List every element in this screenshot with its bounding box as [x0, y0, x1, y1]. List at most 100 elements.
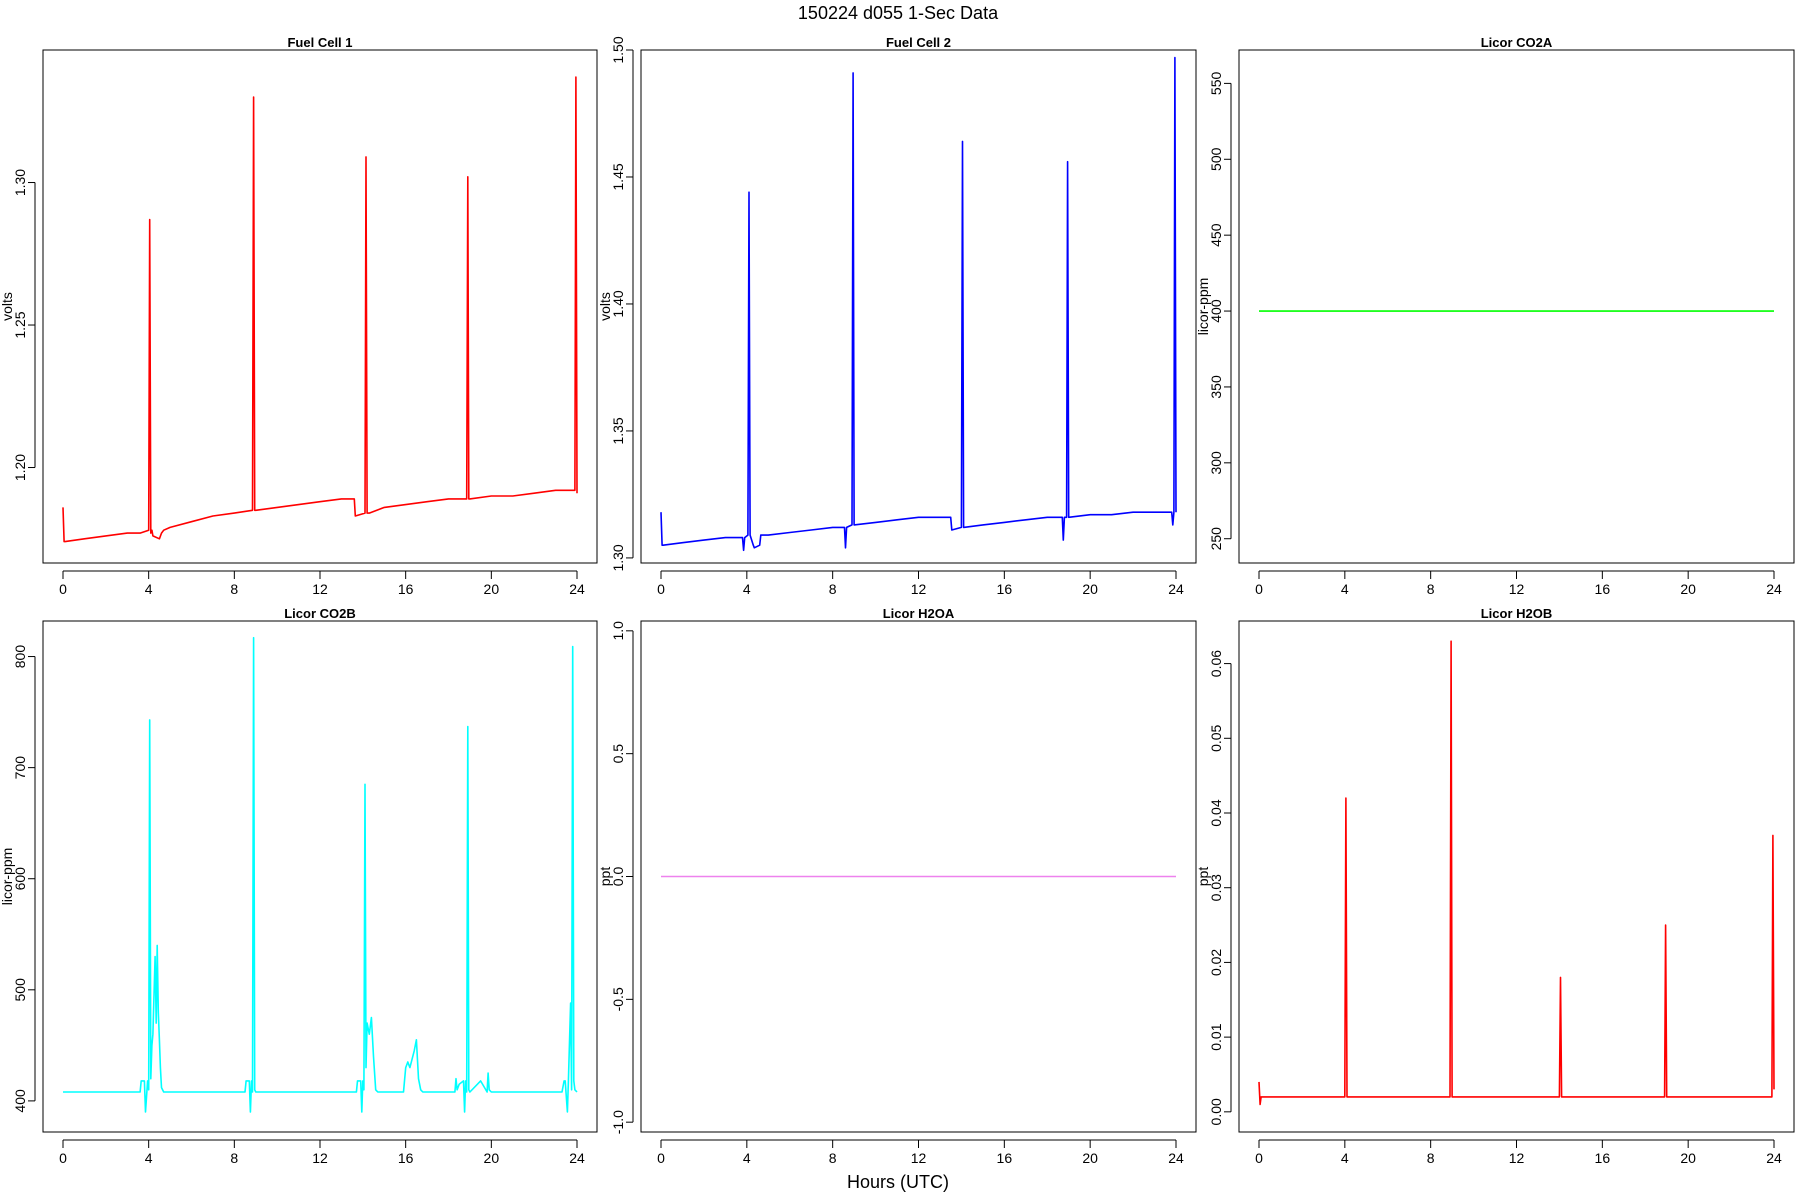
- chart6-y-tick-label: 0.02: [1208, 949, 1224, 976]
- chart6-x-tick-label: 4: [1341, 1150, 1349, 1166]
- chart6-x-tick-label: 24: [1766, 1150, 1782, 1166]
- chart6-x-tick-label: 16: [1595, 1150, 1611, 1166]
- chart4-y-tick-label: 700: [12, 756, 28, 780]
- chart5-x-tick-label: 16: [997, 1150, 1013, 1166]
- chart2-y-tick-label: 1.50: [610, 36, 626, 63]
- chart4-y-tick-label: 800: [12, 645, 28, 669]
- chart5-x-tick-label: 12: [911, 1150, 927, 1166]
- chart4-x-tick-label: 8: [230, 1150, 238, 1166]
- chart6-title: Licor H2OB: [1481, 606, 1553, 621]
- chart5-x-tick-label: 20: [1082, 1150, 1098, 1166]
- chart6-frame: [1238, 620, 1795, 1133]
- chart3-y-tick-label: 550: [1208, 71, 1224, 95]
- chart5-panel: Licor H2OA 0 4 8 12 16 20 24 -1.0 -0.5 0.0 0.5 1.0 pp…: [597, 606, 1197, 1166]
- chart1-x-tick-label: 8: [230, 581, 238, 597]
- chart4-x-tick-label: 12: [312, 1150, 328, 1166]
- chart6-y-tick-label: 0.06: [1208, 650, 1224, 677]
- chart2-series-line: [660, 56, 1177, 552]
- chart2-x-tick-label: 16: [997, 581, 1013, 597]
- chart2-x-tick-label: 12: [911, 581, 927, 597]
- chart2-y-tick-label: 1.45: [610, 163, 626, 190]
- figure-title: 150224 d055 1-Sec Data: [798, 3, 999, 23]
- chart4-panel: Licor CO2B 0 4 8 12 16 20 24 400 500 600 700 800 lico…: [0, 606, 598, 1166]
- chart4-frame: [42, 620, 598, 1133]
- chart5-frame: [640, 620, 1197, 1133]
- chart2-panel: Fuel Cell 2 0 4 8 12 16 20 24 1.30 1.35 1.40 1.45 1.…: [597, 35, 1197, 597]
- chart3-y-tick-label: 300: [1208, 451, 1224, 475]
- chart1-y-axis-label: volts: [0, 292, 15, 321]
- chart4-y-tick-label: 400: [12, 1089, 28, 1113]
- chart1-x-tick-label: 0: [59, 581, 67, 597]
- chart4-y-axis-label: licor-ppm: [0, 848, 15, 906]
- chart2-y-axis-label: volts: [597, 292, 613, 321]
- chart3-x-tick-label: 4: [1341, 581, 1349, 597]
- chart5-x-tick-label: 0: [657, 1150, 665, 1166]
- chart6-x-tick-label: 8: [1427, 1150, 1435, 1166]
- chart3-x-tick-label: 12: [1509, 581, 1525, 597]
- chart6-y-tick-label: 0.03: [1208, 874, 1224, 901]
- chart6-x-tick-label: 12: [1509, 1150, 1525, 1166]
- chart6-x-tick-label: 20: [1680, 1150, 1696, 1166]
- chart3-y-axis-label: licor-ppm: [1195, 278, 1211, 336]
- chart1-x-tick-label: 24: [569, 581, 585, 597]
- figure-x-axis-label: Hours (UTC): [847, 1172, 949, 1192]
- chart4-x-tick-label: 4: [145, 1150, 153, 1166]
- chart1-frame: [42, 49, 598, 564]
- chart4-y-tick-label: 600: [12, 867, 28, 891]
- chart6-y-axis-label: ppt: [1195, 867, 1211, 887]
- chart2-y-tick-label: 1.40: [610, 290, 626, 317]
- chart6-series-line: [1258, 640, 1775, 1106]
- chart4-x-tick-label: 20: [484, 1150, 500, 1166]
- chart5-x-tick-label: 24: [1168, 1150, 1184, 1166]
- chart1-y-tick-label: 1.30: [12, 169, 28, 196]
- chart3-x-tick-label: 16: [1595, 581, 1611, 597]
- chart1-x-tick-label: 16: [398, 581, 414, 597]
- chart3-title: Licor CO2A: [1481, 35, 1553, 50]
- chart4-x-tick-label: 0: [59, 1150, 67, 1166]
- chart5-y-tick-label: 1.0: [610, 621, 626, 641]
- chart2-y-tick-label: 1.30: [610, 544, 626, 571]
- chart5-y-tick-label: -0.5: [610, 987, 626, 1011]
- chart1-title: Fuel Cell 1: [287, 35, 352, 50]
- chart4-y-tick-label: 500: [12, 978, 28, 1002]
- chart2-y-tick-label: 1.35: [610, 417, 626, 444]
- chart2-x-tick-label: 24: [1168, 581, 1184, 597]
- chart4-x-tick-label: 16: [398, 1150, 414, 1166]
- chart3-x-tick-label: 8: [1427, 581, 1435, 597]
- chart6-y-tick-label: 0.01: [1208, 1023, 1224, 1050]
- chart1-x-tick-label: 20: [484, 581, 500, 597]
- chart5-y-tick-label: 0.5: [610, 744, 626, 764]
- chart2-x-tick-label: 8: [829, 581, 837, 597]
- chart3-x-tick-label: 24: [1766, 581, 1782, 597]
- chart6-y-tick-label: 0.05: [1208, 724, 1224, 751]
- chart4-title: Licor CO2B: [284, 606, 356, 621]
- chart5-x-tick-label: 8: [829, 1150, 837, 1166]
- chart2-x-tick-label: 0: [657, 581, 665, 597]
- chart6-panel: Licor H2OB 0 4 8 12 16 20 24 0.00 0.01 0.02 0.03 0.0…: [1195, 606, 1795, 1166]
- chart2-title: Fuel Cell 2: [886, 35, 951, 50]
- chart1-y-tick-label: 1.25: [12, 311, 28, 338]
- chart5-y-tick-label: -1.0: [610, 1110, 626, 1134]
- chart6-y-tick-label: 0.04: [1208, 799, 1224, 826]
- chart3-panel: Licor CO2A 0 4 8 12 16 20 24 250 300 350 400 450 500 5…: [1195, 35, 1795, 597]
- chart5-y-tick-label: 0.0: [610, 867, 626, 887]
- chart2-frame: [640, 49, 1197, 564]
- chart6-x-tick-label: 0: [1255, 1150, 1263, 1166]
- chart3-x-tick-label: 20: [1680, 581, 1696, 597]
- chart5-x-tick-label: 4: [743, 1150, 751, 1166]
- chart3-frame: [1238, 49, 1795, 564]
- chart3-y-tick-label: 250: [1208, 527, 1224, 551]
- chart1-series-line: [62, 76, 578, 543]
- chart3-y-tick-label: 450: [1208, 223, 1224, 247]
- chart5-y-axis-label: ppt: [597, 867, 613, 887]
- chart3-y-tick-label: 500: [1208, 147, 1224, 171]
- chart4-series-line: [63, 636, 578, 1113]
- chart3-x-tick-label: 0: [1255, 581, 1263, 597]
- chart5-title: Licor H2OA: [883, 606, 955, 621]
- chart4-x-tick-label: 24: [569, 1150, 585, 1166]
- chart3-y-tick-label: 350: [1208, 375, 1224, 399]
- chart1-x-tick-label: 4: [145, 581, 153, 597]
- chart3-y-tick-label: 400: [1208, 299, 1224, 323]
- chart1-x-tick-label: 12: [312, 581, 328, 597]
